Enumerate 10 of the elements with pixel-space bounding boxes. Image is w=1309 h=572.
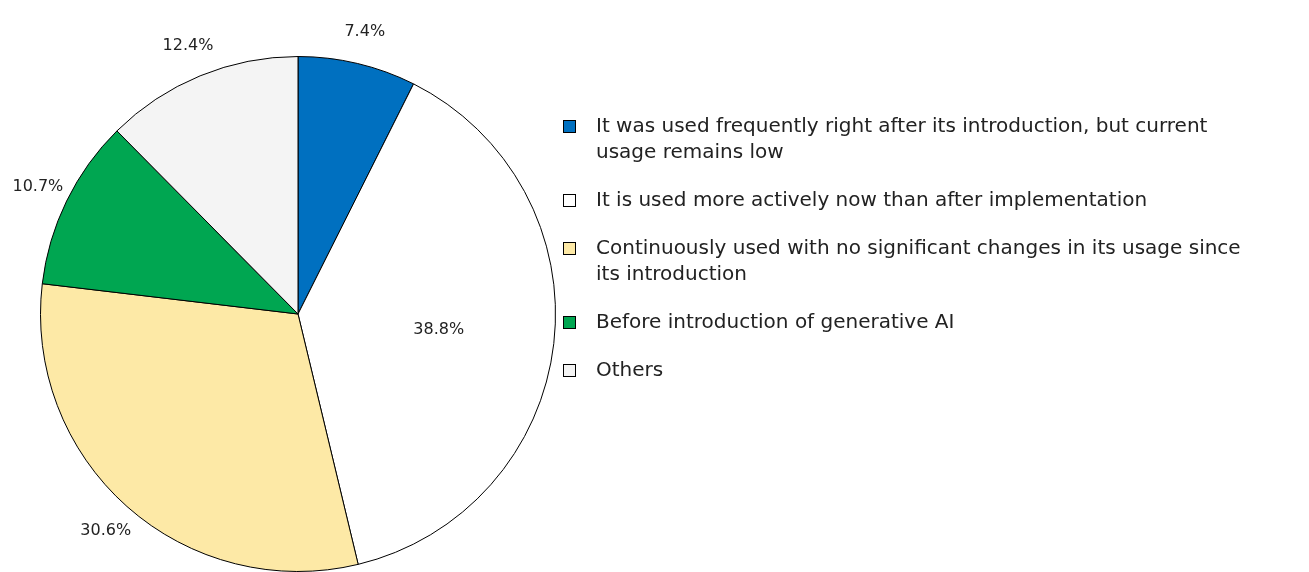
data-label: 7.4% — [344, 21, 386, 41]
data-label: 30.6% — [80, 519, 132, 539]
legend-label: Continuously used with no significant changes in its usage since its introduction — [596, 234, 1242, 286]
legend-label: It is used more actively now than after implementation — [596, 186, 1148, 212]
data-label: 38.8% — [413, 319, 465, 339]
legend-label: Others — [596, 356, 664, 382]
data-label: 10.7% — [12, 176, 64, 196]
legend-label: It was used frequently right after its introduction, but current usage remains low — [596, 112, 1209, 164]
legend-label: Before introduction of generative AI — [596, 308, 955, 334]
data-label: 12.4% — [162, 35, 214, 55]
